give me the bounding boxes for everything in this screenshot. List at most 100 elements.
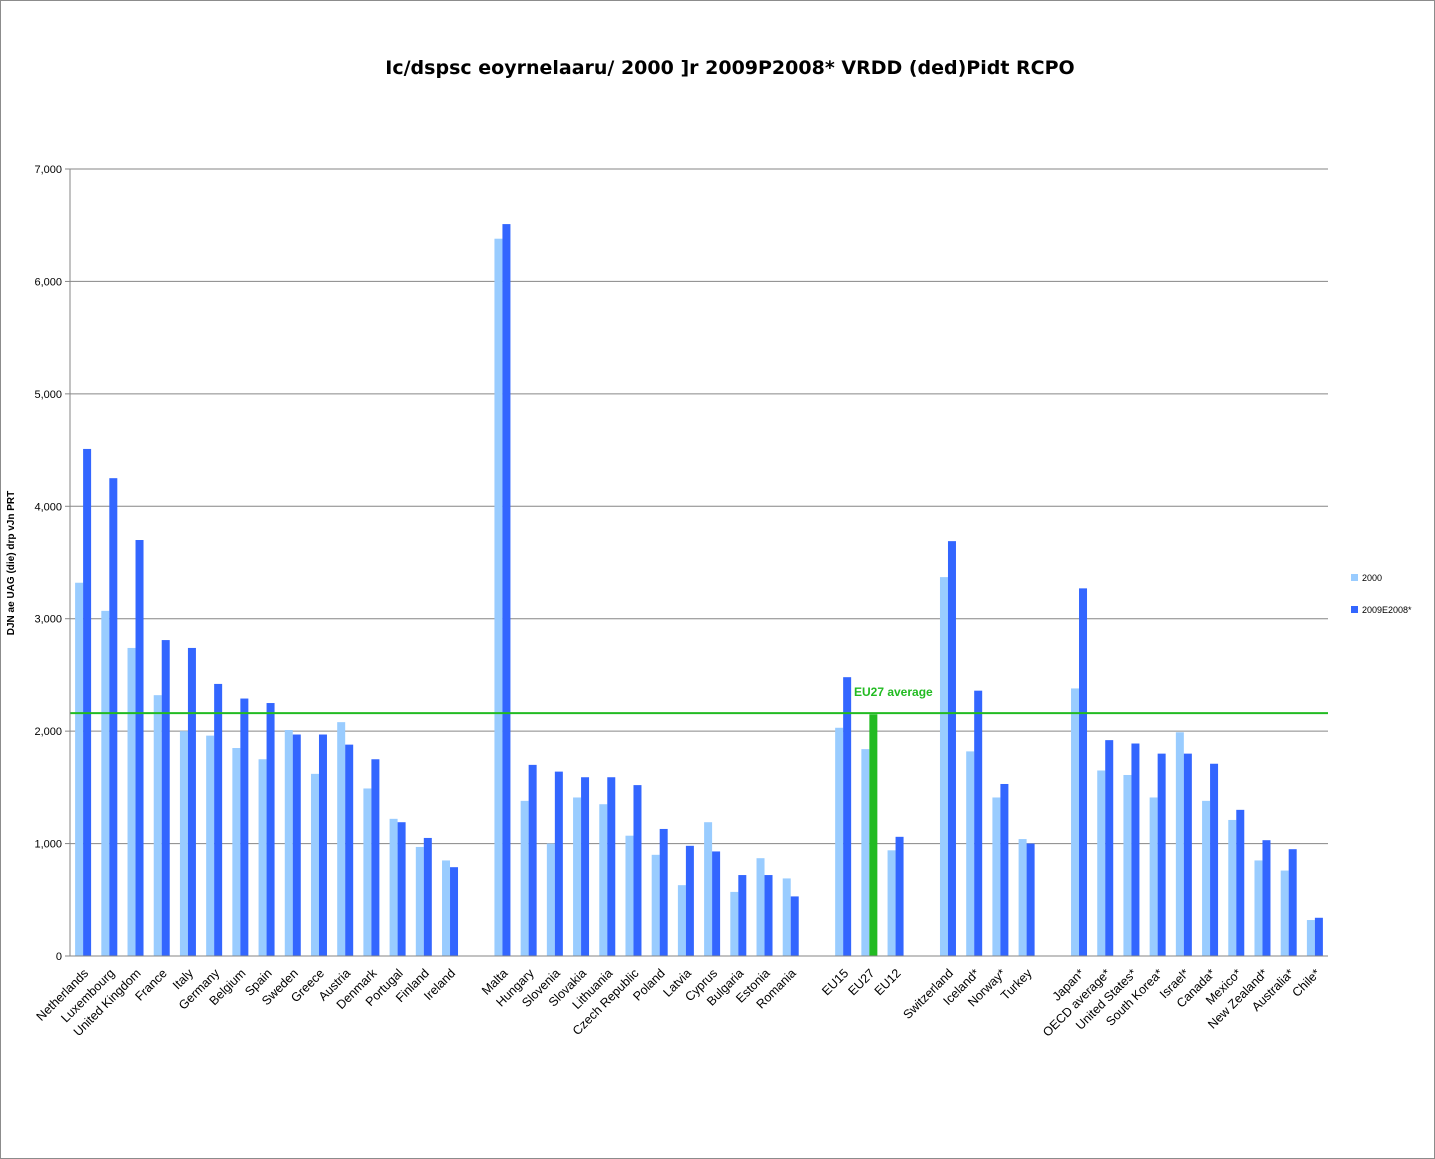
bar-2000-iceland <box>966 751 975 956</box>
bar-2000-japan <box>1071 688 1080 956</box>
bar-2000-cyprus <box>704 822 713 956</box>
bar-2009-ireland <box>450 867 459 956</box>
bar-2009-turkey <box>1026 843 1035 956</box>
bar-2000-luxembourg <box>101 610 110 956</box>
bar-2000-portugal <box>389 818 398 956</box>
legend-label-2009: 2009E2008* <box>1362 605 1412 615</box>
bar-2009-south-korea <box>1157 753 1166 956</box>
x-tick-label: EU27 <box>845 966 877 998</box>
bar-2009-denmark <box>371 759 380 956</box>
bar-2009-germany <box>214 683 223 956</box>
bar-2009-switzerland <box>947 541 956 956</box>
bar-2000-eu15 <box>835 727 844 956</box>
bar-2000-ireland <box>442 860 451 956</box>
bar-2000-sweden <box>284 730 293 956</box>
bar-2000-united-states <box>1123 774 1132 956</box>
bar-2009-poland <box>659 828 668 956</box>
bar-2000-denmark <box>363 788 372 956</box>
bar-2009-finland <box>423 837 432 956</box>
y-tick-label: 5,000 <box>34 389 62 401</box>
bar-2000-bulgaria <box>730 891 739 956</box>
bar-2009-australia <box>1288 849 1297 956</box>
bar-2000-mexico <box>1228 819 1237 956</box>
bar-2009-eu27 <box>869 714 878 956</box>
reference-line-label: EU27 average <box>854 685 933 699</box>
bar-2009-eu12 <box>895 836 904 956</box>
bar-2000-austria <box>337 722 346 956</box>
bar-2000-france <box>153 695 162 956</box>
bar-2000-italy <box>179 731 188 956</box>
bar-2009-czech-republic <box>633 785 642 956</box>
bar-2000-norway <box>992 797 1001 956</box>
bar-2000-south-korea <box>1149 797 1158 956</box>
bar-2000-poland <box>651 854 660 956</box>
bar-2009-netherlands <box>83 448 92 956</box>
bar-2000-malta <box>494 238 503 957</box>
bar-2000-romania <box>782 878 791 956</box>
y-axis-label: DJN ae UAG (die) drp vJn PRT <box>6 491 17 635</box>
y-tick-label: 6,000 <box>34 276 62 288</box>
bar-2009-austria <box>345 744 354 956</box>
bar-2000-chile <box>1306 920 1315 956</box>
bar-2000-canada <box>1202 800 1211 956</box>
bars <box>75 224 1323 957</box>
bar-2000-slovakia <box>573 797 582 956</box>
bar-2000-eu12 <box>887 850 896 956</box>
bar-2009-canada <box>1210 763 1219 956</box>
bar-2009-united-kingdom <box>135 540 144 956</box>
bar-2000-estonia <box>756 858 765 956</box>
bar-2000-greece <box>310 773 319 956</box>
y-tick-label: 4,000 <box>34 501 62 513</box>
bar-2009-romania <box>790 896 799 956</box>
x-tick-label: EU15 <box>819 966 851 998</box>
bar-2009-malta <box>502 224 511 957</box>
bar-2009-italy <box>187 647 196 956</box>
bar-2009-cyprus <box>712 851 721 956</box>
bar-2009-france <box>161 640 170 956</box>
bar-2009-norway <box>1000 783 1009 956</box>
bar-2000-spain <box>258 759 267 956</box>
bar-2000-czech-republic <box>625 835 634 956</box>
bar-2000-latvia <box>677 885 686 956</box>
bar-2009-luxembourg <box>109 478 118 956</box>
y-axis-ticks: 0 1,000 2,000 3,000 4,000 5,000 6,000 7,000 <box>34 164 62 963</box>
bar-2000-finland <box>415 846 424 956</box>
legend-label-2000: 2000 <box>1362 573 1382 583</box>
bar-2009-lithuania <box>607 777 616 956</box>
x-tick-label: Chile* <box>1290 966 1324 1000</box>
bar-2009-slovenia <box>554 771 563 956</box>
bar-2009-iceland <box>974 690 983 956</box>
bar-2009-greece <box>318 734 327 956</box>
bar-2000-oecd-average <box>1097 770 1106 956</box>
bar-2000-united-kingdom <box>127 647 136 956</box>
legend-swatch-2009 <box>1351 606 1358 613</box>
bar-2000-netherlands <box>75 582 84 956</box>
bar-2009-bulgaria <box>738 875 747 956</box>
bar-2009-sweden <box>292 734 301 956</box>
y-tick-label: 2,000 <box>34 726 62 738</box>
x-tick-label: Turkey <box>998 966 1035 1003</box>
bar-2000-eu27 <box>861 749 870 956</box>
bar-2009-israel <box>1183 753 1192 956</box>
bar-2009-japan <box>1079 588 1088 956</box>
bar-2009-latvia <box>685 845 694 956</box>
y-tick-label: 0 <box>56 951 62 963</box>
chart-title: Ic/dspsc eoyrnelaaru/ 2000 ]r 2009P2008*… <box>385 57 1074 79</box>
reference-line-group: EU27 average <box>70 685 1328 715</box>
bar-2009-chile <box>1314 917 1323 956</box>
axes <box>65 168 1328 957</box>
bar-2009-united-states <box>1131 743 1140 956</box>
bar-2009-eu15 <box>843 677 852 956</box>
bar-2009-mexico <box>1236 809 1245 956</box>
y-tick-label: 7,000 <box>34 164 62 176</box>
bar-2000-slovenia <box>546 843 555 956</box>
bar-2009-estonia <box>764 875 773 956</box>
bar-2009-new-zealand <box>1262 840 1271 956</box>
bar-2009-spain <box>266 703 275 956</box>
bar-2000-belgium <box>232 748 241 956</box>
bar-2009-belgium <box>240 698 249 956</box>
bar-2000-switzerland <box>939 577 948 956</box>
